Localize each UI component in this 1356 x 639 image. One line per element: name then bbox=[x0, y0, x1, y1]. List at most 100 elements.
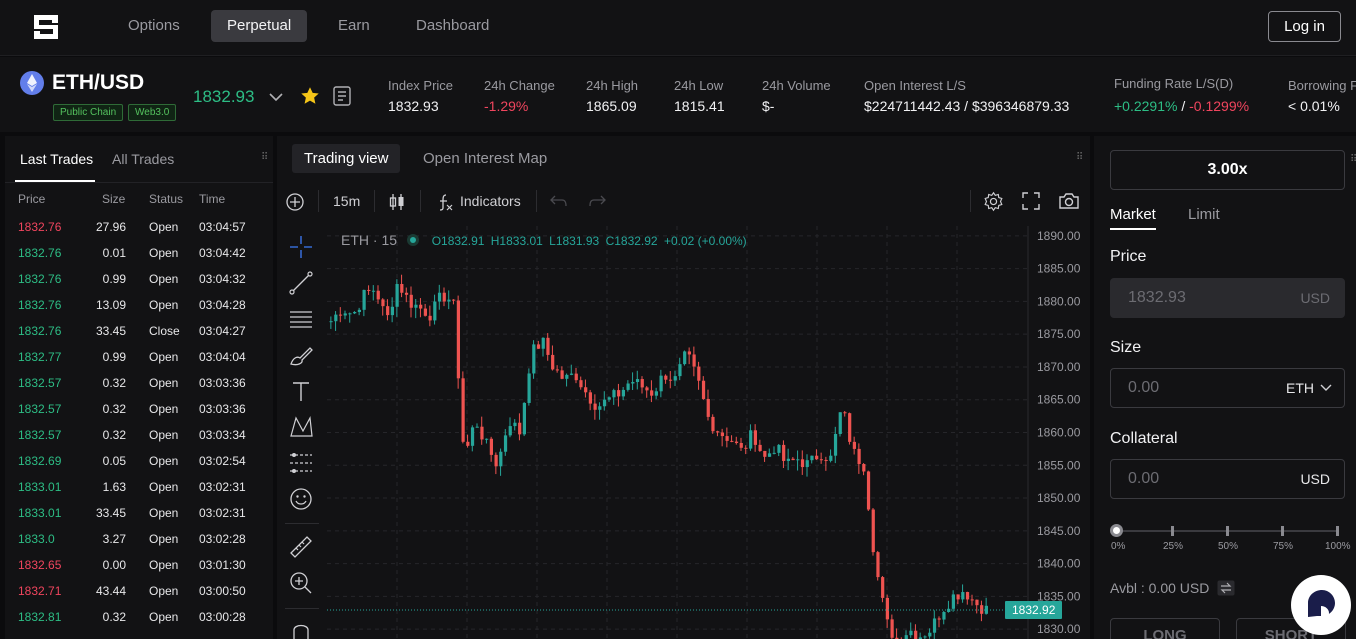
slider-mark[interactable] bbox=[1281, 526, 1284, 536]
trade-size: 33.45 bbox=[95, 506, 126, 520]
undo-icon[interactable] bbox=[550, 194, 568, 208]
chevron-down-icon[interactable] bbox=[1320, 383, 1332, 393]
candle-body bbox=[602, 399, 607, 407]
trade-size: 13.09 bbox=[95, 298, 126, 312]
candle-body bbox=[749, 430, 753, 449]
candle-body bbox=[711, 416, 715, 432]
nav-earn[interactable]: Earn bbox=[338, 17, 370, 34]
stat-value: 1865.09 bbox=[586, 98, 637, 114]
trend-line-icon[interactable] bbox=[288, 270, 314, 296]
drag-handle-icon[interactable]: ⠿ bbox=[261, 152, 269, 163]
zoom-in-icon[interactable] bbox=[288, 570, 314, 596]
candle-body bbox=[890, 619, 894, 638]
stat-label: Funding Rate L/S(D) bbox=[1114, 76, 1234, 91]
text-tool-icon[interactable] bbox=[288, 378, 314, 404]
star-icon[interactable] bbox=[299, 85, 321, 107]
function-icon[interactable] bbox=[436, 192, 454, 212]
tab-trading-view[interactable]: Trading view bbox=[292, 144, 401, 173]
funding-separator: / bbox=[1177, 98, 1190, 114]
candle-body bbox=[650, 390, 654, 396]
pattern-icon[interactable] bbox=[288, 414, 314, 440]
stat-24h-high: 24h High 1865.09 bbox=[586, 78, 638, 114]
logo-icon[interactable] bbox=[30, 11, 62, 43]
ohlc-high: H1833.01 bbox=[490, 234, 543, 248]
pair-name[interactable]: ETH/USD bbox=[52, 71, 145, 94]
tab-open-interest-map[interactable]: Open Interest Map bbox=[423, 150, 548, 167]
trade-time: 03:00:28 bbox=[199, 610, 246, 624]
tab-last-trades[interactable]: Last Trades bbox=[20, 151, 94, 167]
slider-mark[interactable] bbox=[1336, 526, 1339, 536]
login-button[interactable]: Log in bbox=[1268, 11, 1341, 42]
trade-time: 03:04:04 bbox=[199, 350, 246, 364]
candle-body bbox=[631, 382, 635, 384]
trade-size: 1.63 bbox=[102, 480, 126, 494]
trade-size: 0.00 bbox=[102, 558, 126, 572]
nav-options[interactable]: Options bbox=[128, 17, 180, 34]
trade-status: Open bbox=[149, 454, 179, 468]
slider-label: 25% bbox=[1163, 541, 1184, 552]
trades-panel: Last Trades All Trades ⠿ Price Size Stat… bbox=[5, 136, 273, 639]
divider bbox=[285, 523, 319, 524]
stat-value: 1832.93 bbox=[388, 98, 439, 114]
table-row: 1832.76 27.96 Open 03:04:57 bbox=[5, 214, 273, 240]
size-unit-select[interactable]: ETH bbox=[1286, 380, 1314, 396]
trade-time: 03:04:32 bbox=[199, 272, 246, 286]
trade-status: Close bbox=[149, 324, 180, 338]
stat-24h-volume: 24h Volume $- bbox=[762, 78, 831, 114]
drag-handle-icon[interactable]: ⠿ bbox=[1076, 152, 1084, 163]
candle-body bbox=[923, 636, 927, 638]
redo-icon[interactable] bbox=[588, 194, 606, 208]
nav-dashboard[interactable]: Dashboard bbox=[416, 17, 490, 34]
amount-slider[interactable] bbox=[1110, 524, 1339, 537]
table-row: 1833.01 33.45 Open 03:02:31 bbox=[5, 500, 273, 526]
candle-body bbox=[362, 289, 366, 310]
brush-icon[interactable] bbox=[288, 342, 314, 368]
slider-mark[interactable] bbox=[1226, 526, 1229, 536]
fullscreen-icon[interactable] bbox=[1022, 192, 1040, 210]
size-input[interactable] bbox=[1111, 369, 1261, 407]
emoji-icon[interactable] bbox=[288, 486, 314, 512]
tab-limit[interactable]: Limit bbox=[1188, 206, 1220, 223]
trade-time: 03:03:36 bbox=[199, 402, 246, 416]
crosshair-icon[interactable] bbox=[288, 234, 314, 260]
candles-icon[interactable] bbox=[388, 192, 406, 212]
horizontal-lines-icon[interactable] bbox=[288, 306, 314, 332]
prediction-icon[interactable] bbox=[288, 450, 314, 476]
collateral-input[interactable] bbox=[1111, 460, 1261, 498]
divider bbox=[285, 608, 319, 609]
camera-icon[interactable] bbox=[1058, 192, 1080, 210]
tab-all-trades[interactable]: All Trades bbox=[112, 151, 175, 167]
transfer-icon[interactable] bbox=[1217, 580, 1235, 596]
long-button[interactable]: LONG bbox=[1110, 618, 1220, 639]
chat-support-button[interactable] bbox=[1291, 575, 1351, 635]
candle-body bbox=[386, 306, 390, 316]
tab-market[interactable]: Market bbox=[1110, 206, 1156, 223]
candlestick-chart[interactable]: 1890.00 1885.00 1880.00 1875.00 1870.00 1865.… bbox=[327, 226, 1090, 639]
nav-perpetual[interactable]: Perpetual bbox=[211, 10, 308, 42]
candle-body bbox=[414, 304, 418, 308]
leverage-button[interactable]: 3.00x bbox=[1110, 150, 1345, 190]
candle-body bbox=[720, 432, 724, 437]
interval-button[interactable]: 15m bbox=[333, 193, 361, 209]
slider-handle[interactable] bbox=[1110, 524, 1123, 537]
candle-body bbox=[654, 391, 658, 396]
candle-body bbox=[456, 300, 460, 379]
add-plus-icon[interactable] bbox=[285, 192, 305, 212]
indicators-button[interactable]: Indicators bbox=[460, 193, 521, 209]
magnet-icon[interactable] bbox=[288, 618, 314, 639]
table-row: 1832.57 0.32 Open 03:03:36 bbox=[5, 396, 273, 422]
chevron-down-icon[interactable] bbox=[266, 87, 286, 107]
settings-gear-icon[interactable] bbox=[983, 191, 1004, 212]
candle-body bbox=[678, 364, 682, 377]
candle-body bbox=[626, 383, 630, 390]
stat-label: Borrowing F bbox=[1288, 78, 1356, 93]
drag-handle-icon[interactable]: ⠿ bbox=[1350, 154, 1356, 165]
trade-status: Open bbox=[149, 532, 179, 546]
slider-mark[interactable] bbox=[1171, 526, 1174, 536]
table-row: 1832.76 33.45 Close 03:04:27 bbox=[5, 318, 273, 344]
ruler-icon[interactable] bbox=[288, 534, 314, 560]
table-row: 1832.77 0.99 Open 03:04:04 bbox=[5, 344, 273, 370]
document-icon[interactable] bbox=[333, 86, 351, 106]
collateral-field: USD bbox=[1110, 459, 1345, 499]
column-header-status: Status bbox=[149, 192, 184, 206]
